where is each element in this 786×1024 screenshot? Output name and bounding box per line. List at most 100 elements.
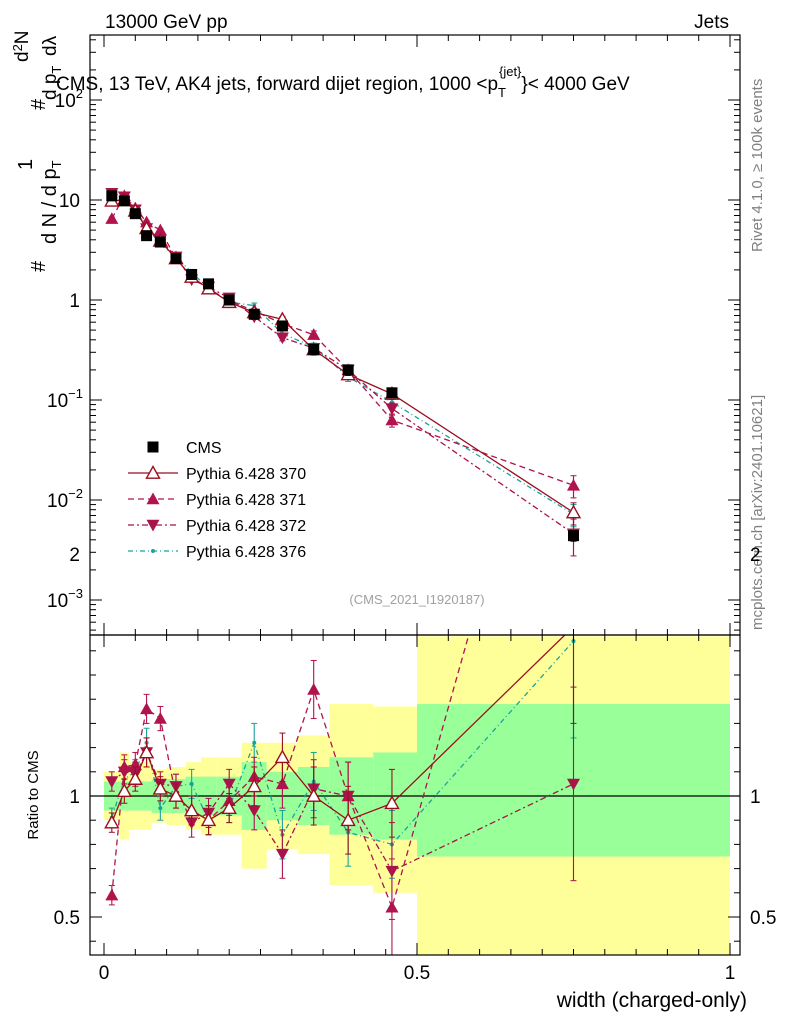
main-point-cms xyxy=(154,236,166,248)
title-tail: }< 4000 GeV xyxy=(521,74,630,95)
main-point-cms xyxy=(203,278,215,290)
ratio-point-pythia-6-428-370 xyxy=(200,812,217,827)
legend-marker-cms xyxy=(147,441,159,453)
ratio-line-pythia-6-428-372 xyxy=(111,750,574,872)
legend-marker-pythia-6-428-371 xyxy=(146,492,160,505)
ratio-ytick-label-left: 2 xyxy=(69,545,80,566)
main-line-pythia-6-428-372 xyxy=(111,192,574,535)
header-left: 13000 GeV pp xyxy=(105,12,228,33)
ratio-ytick-label-right: 0.5 xyxy=(750,908,776,929)
main-line-pythia-6-428-371 xyxy=(111,194,574,487)
ratio-ytick-label-right: 2 xyxy=(750,545,761,566)
ylabel-num: d2N xyxy=(10,30,33,62)
legend-marker-pythia-6-428-370 xyxy=(145,465,161,479)
main-point-cms xyxy=(568,530,579,542)
ratio-point-pythia-6-428-371 xyxy=(117,760,131,773)
ratio-ytick-label-left: 1 xyxy=(69,787,80,808)
ratio-ytick-label-right: 1 xyxy=(750,787,761,808)
main-point-cms xyxy=(276,320,288,332)
ratio-point-pythia-6-428-372 xyxy=(105,776,119,788)
ratio-point-pythia-6-428-370 xyxy=(221,800,237,814)
rivet-version-label: Rivet 4.1.0, ≥ 100k events xyxy=(749,79,766,252)
main-point-pythia-6-428-372 xyxy=(385,403,399,416)
ylabel-tail: dλ xyxy=(40,35,61,56)
main-point-pythia-6-428-371 xyxy=(385,413,399,426)
main-point-cms xyxy=(118,195,130,207)
header-right: Jets xyxy=(694,12,729,33)
ratio-point-pythia-6-428-370 xyxy=(168,788,184,802)
main-ylabel: # 1 d N / d pT # d2N d pT dλ xyxy=(10,30,64,272)
ratio-point-pythia-6-428-370 xyxy=(246,778,262,793)
legend-label-cms: CMS xyxy=(186,440,222,457)
ratio-point-pythia-6-428-370 xyxy=(138,744,155,759)
legend-label-pythia-6-428-371: Pythia 6.428 371 xyxy=(186,492,306,509)
main-series-group xyxy=(104,187,582,557)
main-point-cms xyxy=(342,364,354,376)
ratio-point-pythia-6-428-376 xyxy=(252,740,257,745)
main-point-cms xyxy=(386,387,398,399)
ratio-xtick-label: 1 xyxy=(725,963,736,984)
ratio-point-pythia-6-428-370 xyxy=(340,812,356,827)
main-point-cms xyxy=(223,294,235,306)
analysis-id: (CMS_2021_I1920187) xyxy=(349,592,484,607)
main-line-pythia-6-428-370 xyxy=(111,199,574,514)
main-ytick-label: 1 xyxy=(69,291,80,312)
ylabel-one: 1 xyxy=(15,159,37,170)
ratio-point-pythia-6-428-371 xyxy=(128,758,142,770)
main-point-cms xyxy=(248,308,260,320)
main-ytick-label: 10−3 xyxy=(47,586,83,612)
ylabel-den: d N / d pT xyxy=(39,160,64,244)
ratio-point-pythia-6-428-370 xyxy=(384,795,400,810)
ratio-point-pythia-6-428-370 xyxy=(152,780,169,795)
ratio-point-pythia-6-428-370 xyxy=(183,802,200,817)
ratio-uncertainty-bands xyxy=(104,636,730,955)
legend-label-pythia-6-428-372: Pythia 6.428 372 xyxy=(186,518,306,535)
main-point-pythia-6-428-371 xyxy=(567,478,580,491)
ratio-point-pythia-6-428-371 xyxy=(105,888,119,901)
legend: CMS Pythia 6.428 370 Pythia 6.428 371 Pythi… xyxy=(128,440,306,561)
main-ytick-label: 102 xyxy=(55,86,83,112)
ratio-point-pythia-6-428-372 xyxy=(275,848,289,861)
main-ytick-label: 10−2 xyxy=(47,486,83,512)
legend-label-pythia-6-428-376: Pythia 6.428 376 xyxy=(186,544,306,561)
ratio-point-pythia-6-428-371 xyxy=(140,702,154,715)
mcplots-label: mcplots.cern.ch [arXiv:2401.10621] xyxy=(749,395,766,630)
main-point-cms xyxy=(186,268,198,280)
title-sub: T xyxy=(498,85,506,100)
x-axis-label: width (charged-only) xyxy=(556,989,747,1012)
ratio-point-pythia-6-428-371 xyxy=(385,900,399,913)
ratio-ytick-label-left: 0.5 xyxy=(54,908,80,929)
ratio-xtick-label: 0.5 xyxy=(404,963,430,984)
ratio-point-pythia-6-428-372 xyxy=(247,805,261,818)
main-point-pythia-6-428-371 xyxy=(153,223,167,236)
title-main: CMS, 13 TeV, AK4 jets, forward dijet reg… xyxy=(56,74,498,95)
main-point-cms xyxy=(170,253,182,265)
main-point-cms xyxy=(141,230,153,242)
ratio-point-pythia-6-428-370 xyxy=(127,771,143,785)
ylabel-hash-2: # xyxy=(28,98,50,110)
ylabel-hash-1: # xyxy=(28,260,50,272)
ratio-point-pythia-6-428-371 xyxy=(275,777,289,790)
main-ytick-label: 10 xyxy=(59,191,80,212)
ratio-point-pythia-6-428-376 xyxy=(189,781,194,786)
legend-label-pythia-6-428-370: Pythia 6.428 370 xyxy=(186,466,306,483)
main-point-cms xyxy=(308,343,320,355)
main-point-pythia-6-428-371 xyxy=(105,212,119,224)
ratio-point-pythia-6-428-370 xyxy=(116,783,133,798)
chart-title: CMS, 13 TeV, AK4 jets, forward dijet reg… xyxy=(56,64,630,100)
main-point-pythia-6-428-371 xyxy=(307,328,321,340)
ratio-point-pythia-6-428-370 xyxy=(274,749,291,764)
ratio-point-pythia-6-428-376 xyxy=(158,806,163,811)
ratio-point-pythia-6-428-370 xyxy=(104,814,120,829)
main-ytick-label: 10−1 xyxy=(47,386,83,412)
ratio-point-pythia-6-428-371 xyxy=(153,712,167,724)
ylabel-mid: d pT xyxy=(40,66,64,100)
title-sup: {jet} xyxy=(499,64,522,79)
ratio-xtick-label: 0 xyxy=(99,963,110,984)
ratio-ylabel: Ratio to CMS xyxy=(25,750,42,839)
ratio-line-pythia-6-428-376 xyxy=(111,640,574,846)
legend-marker-pythia-6-428-372 xyxy=(146,519,160,532)
ratio-frame xyxy=(89,634,741,956)
ratio-point-pythia-6-428-371 xyxy=(567,257,580,269)
